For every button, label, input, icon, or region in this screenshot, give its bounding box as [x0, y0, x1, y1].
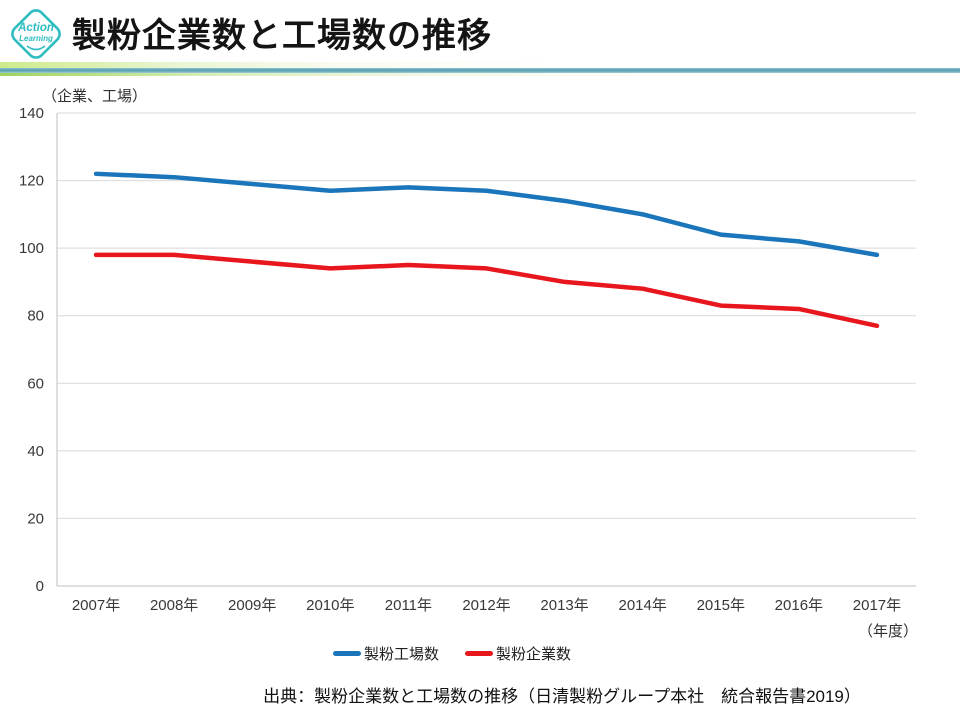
y-tick-label: 140: [19, 105, 44, 122]
x-tick-label: 2007年: [72, 597, 120, 614]
x-tick-label: 2014年: [618, 597, 666, 614]
legend-label-companies: 製粉企業数: [496, 646, 572, 663]
logo-text-action: Action: [17, 22, 54, 34]
separator-green-underline: [0, 73, 960, 76]
x-tick-label: 2008年: [150, 597, 198, 614]
legend-item-companies: 製粉企業数: [465, 643, 571, 664]
y-tick-label: 120: [19, 173, 44, 190]
x-tick-label: 2013年: [540, 597, 588, 614]
header-separator: [0, 62, 960, 76]
page-title: 製粉企業数と工場数の推移: [72, 17, 492, 55]
legend-item-factories: 製粉工場数: [332, 643, 439, 664]
series-line-0: [93, 171, 880, 258]
y-tick-label: 80: [27, 308, 44, 325]
action-learning-logo: Action Learning: [11, 9, 61, 59]
x-tick-label: 2009年: [228, 597, 276, 614]
line-chart: 0 20 40 60 80 100 120 140 2007年 2008年 2009年 2010年 20…: [19, 105, 916, 614]
y-tick-label: 60: [27, 375, 44, 392]
y-tick-label: 0: [36, 578, 44, 595]
x-tick-label: 2016年: [775, 597, 823, 614]
separator-green-strip: [0, 62, 960, 68]
separator-teal-line: [0, 68, 960, 73]
logo-text-learning: Learning: [19, 34, 53, 43]
y-tick-label: 40: [27, 443, 44, 460]
x-tick-label: 2017年: [853, 597, 901, 614]
source-citation: 出典：製粉企業数と工場数の推移（日清製粉グループ本社 統合報告書2019）: [263, 687, 861, 706]
x-tick-label: 2015年: [697, 597, 745, 614]
legend-label-factories: 製粉工場数: [363, 646, 439, 663]
x-axis-unit-label: （年度）: [858, 623, 919, 640]
y-tick-label: 20: [27, 510, 44, 527]
logo-diamond-shape: [11, 9, 61, 59]
x-tick-label: 2012年: [462, 597, 510, 614]
y-axis-unit-label: （企業、工場）: [42, 88, 148, 105]
x-tick-label: 2010年: [306, 597, 354, 614]
series-line-1: [93, 252, 880, 329]
chart-legend: 製粉工場数 製粉企業数: [0, 643, 932, 664]
logo-smile-icon: [26, 45, 46, 51]
y-tick-label: 100: [19, 240, 44, 257]
legend-swatch-companies: [465, 651, 493, 656]
x-tick-label: 2011年: [385, 597, 432, 614]
legend-swatch-factories: [332, 651, 361, 656]
